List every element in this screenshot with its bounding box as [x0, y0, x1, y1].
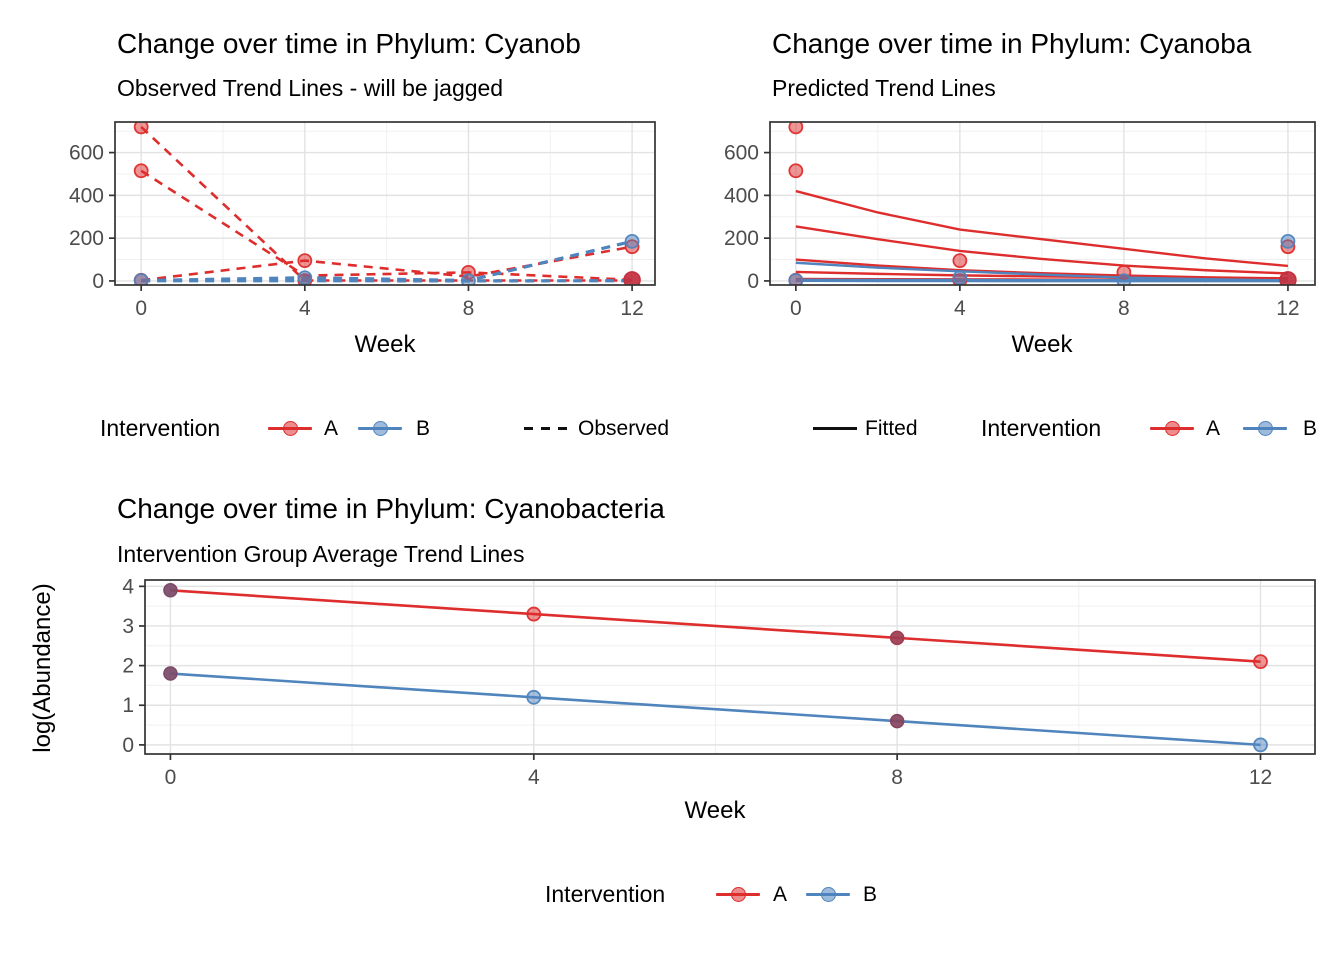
legend-fitted: Fitted Intervention A B — [813, 415, 1343, 445]
legend-key-b-icon — [358, 415, 402, 441]
data-point-B — [1116, 273, 1132, 285]
series-A-fitted-2-line — [795, 225, 1288, 275]
x-tick-label: 4 — [954, 297, 966, 320]
legend-key-b-icon — [806, 881, 850, 907]
series-A-subject-2-line — [140, 169, 633, 282]
predicted-chart-title: Change over time in Phylum: Cyanoba — [772, 28, 1252, 59]
observed-chart-panel: 0 4 8 12 0 200 400 600 — [69, 121, 656, 320]
legend-label-fitted: Fitted — [865, 417, 918, 440]
data-point-B — [1280, 233, 1296, 249]
legend-key-a-icon — [268, 415, 312, 441]
panel-border — [114, 121, 656, 286]
legend-key-dashed-icon — [524, 415, 568, 441]
data-point-A — [526, 606, 542, 622]
y-tick-label: 0 — [122, 734, 134, 757]
y-tick-label: 400 — [724, 184, 759, 207]
average-y-axis-title: log(Abundance) — [29, 583, 56, 753]
series-B-subject-1-line — [141, 239, 633, 283]
data-point-A — [889, 630, 905, 646]
legend-key-b-icon — [1243, 415, 1287, 441]
data-point-B — [889, 713, 905, 729]
data-point-B — [461, 273, 476, 285]
x-tick-label: 8 — [1118, 297, 1130, 320]
legend-label-b: B — [416, 417, 431, 440]
x-tick-label: 0 — [165, 766, 177, 789]
predicted-chart-subtitle: Predicted Trend Lines — [772, 75, 996, 101]
observed-chart-title: Change over time in Phylum: Cyanob — [117, 28, 581, 59]
data-point-A — [788, 163, 804, 179]
series-A-subject-3-line — [141, 245, 633, 282]
y-tick-label: 4 — [122, 575, 134, 598]
x-tick-label: 8 — [891, 766, 903, 789]
y-tick-label: 0 — [747, 270, 759, 293]
average-chart-title: Change over time in Phylum: Cyanobacteri… — [117, 493, 665, 524]
data-point-B — [952, 270, 968, 285]
legend-label-a: A — [324, 417, 339, 440]
series-A-fitted-1-line — [795, 189, 1289, 268]
x-tick-label: 0 — [135, 297, 147, 320]
x-tick-label: 4 — [528, 766, 540, 789]
data-point-B — [297, 270, 313, 285]
data-point-B — [526, 689, 542, 705]
y-tick-label: 600 — [724, 142, 759, 165]
y-tick-label: 400 — [69, 184, 104, 207]
legend-key-solid-icon — [813, 415, 857, 441]
legend-observed: Intervention A B Observed — [100, 415, 680, 445]
x-tick-label: 0 — [790, 297, 802, 320]
legend-label-a: A — [773, 883, 788, 906]
data-point-A — [133, 122, 149, 135]
legend-title: Intervention — [100, 415, 221, 441]
data-point-A — [1279, 271, 1297, 285]
legend-key-a-icon — [716, 881, 760, 907]
legend-label-b: B — [863, 883, 878, 906]
legend-average: Intervention A B — [545, 881, 905, 911]
data-point-A — [623, 271, 641, 285]
data-point-B — [133, 273, 149, 285]
y-tick-label: 1 — [122, 694, 134, 717]
panel-background — [115, 122, 655, 285]
series-A-average-line — [170, 589, 1261, 663]
y-tick-label: 2 — [122, 655, 134, 678]
x-tick-label: 12 — [1276, 297, 1299, 320]
predicted-chart-panel: 0 4 8 12 0 200 400 600 — [724, 121, 1316, 320]
data-point-A — [788, 122, 804, 135]
legend-label-a: A — [1206, 417, 1221, 440]
y-tick-label: 0 — [92, 270, 104, 293]
legend-title: Intervention — [981, 415, 1102, 441]
legend-label-observed: Observed — [578, 417, 670, 440]
x-tick-label: 8 — [463, 297, 475, 320]
y-tick-label: 3 — [122, 615, 134, 638]
data-point-B — [788, 273, 804, 285]
data-point-A — [1253, 654, 1268, 670]
data-point-A — [297, 253, 313, 269]
x-tick-label: 4 — [299, 297, 311, 320]
x-tick-label: 12 — [620, 297, 643, 320]
panel-border — [769, 121, 1316, 286]
x-tick-label: 12 — [1249, 766, 1272, 789]
average-x-axis-title: Week — [684, 797, 746, 824]
series-B-average-line — [170, 672, 1261, 747]
data-point-B — [624, 233, 640, 249]
average-chart-subtitle: Intervention Group Average Trend Lines — [117, 541, 525, 567]
legend-title: Intervention — [545, 881, 666, 907]
legend-label-b: B — [1303, 417, 1318, 440]
data-point-A — [952, 253, 968, 269]
y-tick-label: 200 — [69, 227, 104, 250]
data-point-A — [133, 163, 149, 179]
y-tick-label: 600 — [69, 142, 104, 165]
observed-x-axis-title: Week — [354, 331, 416, 358]
data-point-B — [1253, 737, 1268, 753]
panel-border — [144, 579, 1316, 755]
data-point-B — [163, 666, 178, 681]
series-A-fitted-3-line — [795, 258, 1288, 280]
data-point-A — [163, 583, 178, 598]
observed-chart-subtitle: Observed Trend Lines - will be jagged — [117, 75, 504, 101]
legend-key-a-icon — [1150, 415, 1194, 441]
predicted-x-axis-title: Week — [1011, 331, 1073, 358]
y-tick-label: 200 — [724, 227, 759, 250]
